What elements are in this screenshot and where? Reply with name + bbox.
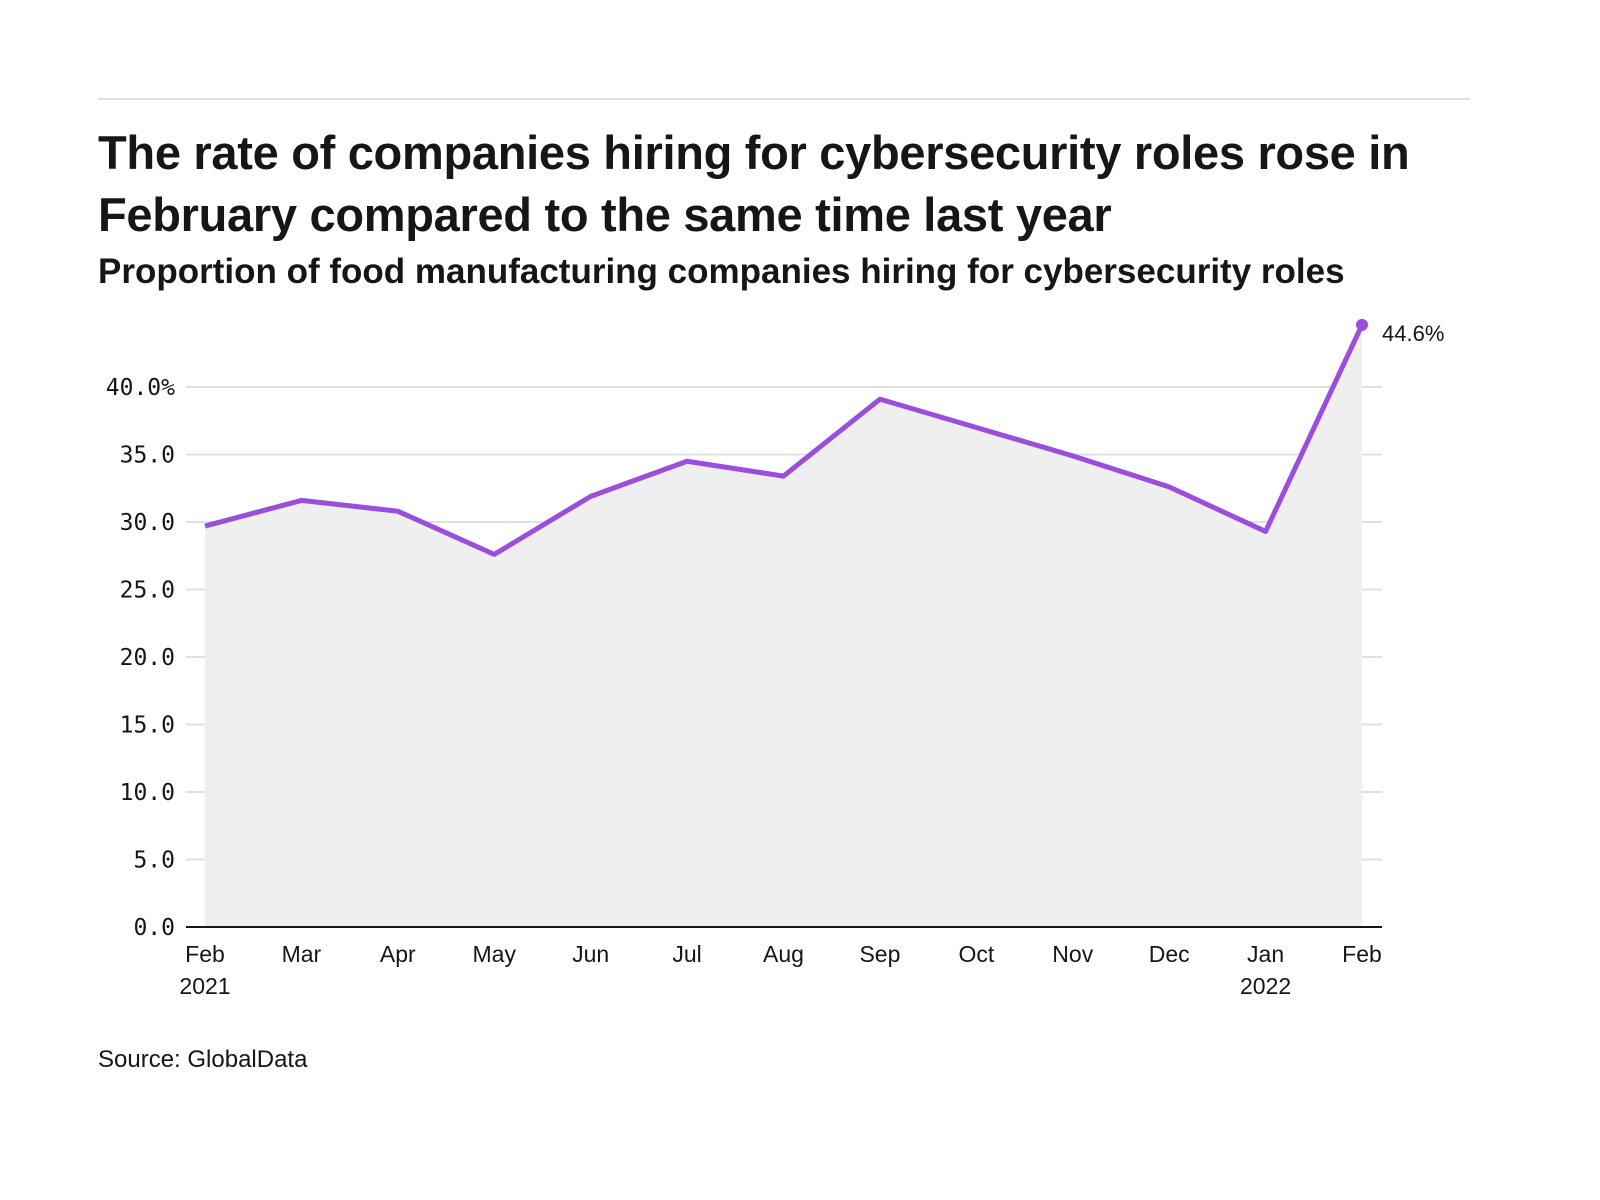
x-tick-label: Mar	[282, 941, 322, 967]
y-tick-label: 20.0	[120, 645, 175, 671]
y-tick-label: 30.0	[120, 510, 175, 536]
series-points	[1356, 318, 1368, 331]
x-axis-ticks: Feb 2021 Mar Apr May Jun Jul Aug Sep Oct Nov Dec Jan…	[179, 941, 1381, 999]
data-label: 44.6%	[1382, 321, 1444, 346]
x-tick-label: Jun	[572, 941, 609, 967]
x-tick-label: 2021	[179, 973, 230, 999]
x-tick-label: Feb	[1342, 941, 1382, 967]
y-tick-label: 10.0	[120, 780, 175, 806]
source-note: Source: GlobalData	[98, 1046, 308, 1073]
y-axis-ticks: 0.0 5.0 10.0 15.0 20.0 25.0 30.0 35.0 40.0%	[106, 375, 175, 941]
y-tick-label: 25.0	[120, 578, 175, 604]
y-tick-label: 40.0%	[106, 375, 175, 401]
y-tick-label: 0.0	[133, 915, 175, 941]
top-divider	[98, 98, 1470, 100]
chart-title: The rate of companies hiring for cyberse…	[98, 126, 1410, 241]
y-tick-label: 15.0	[120, 713, 175, 739]
x-tick-label: May	[473, 941, 517, 967]
x-tick-label: 2022	[1240, 973, 1291, 999]
y-tick-label: 5.0	[133, 848, 175, 874]
x-tick-label: Apr	[380, 941, 416, 967]
chart-subtitle: Proportion of food manufacturing compani…	[98, 252, 1345, 291]
x-tick-label: Jan	[1247, 941, 1284, 967]
x-tick-label: Dec	[1149, 941, 1190, 967]
x-tick-label: Oct	[958, 941, 994, 967]
x-tick-label: Sep	[859, 941, 900, 967]
y-tick-label: 35.0	[120, 443, 175, 469]
x-tick-label: Feb	[185, 941, 225, 967]
x-tick-label: Nov	[1052, 941, 1093, 967]
data-point	[1356, 318, 1368, 331]
x-tick-label: Aug	[763, 941, 804, 967]
series-line	[204, 323, 1365, 557]
data-labels: 44.6%	[1382, 321, 1444, 346]
x-tick-label: Jul	[672, 941, 701, 967]
area-fill	[205, 324, 1362, 927]
